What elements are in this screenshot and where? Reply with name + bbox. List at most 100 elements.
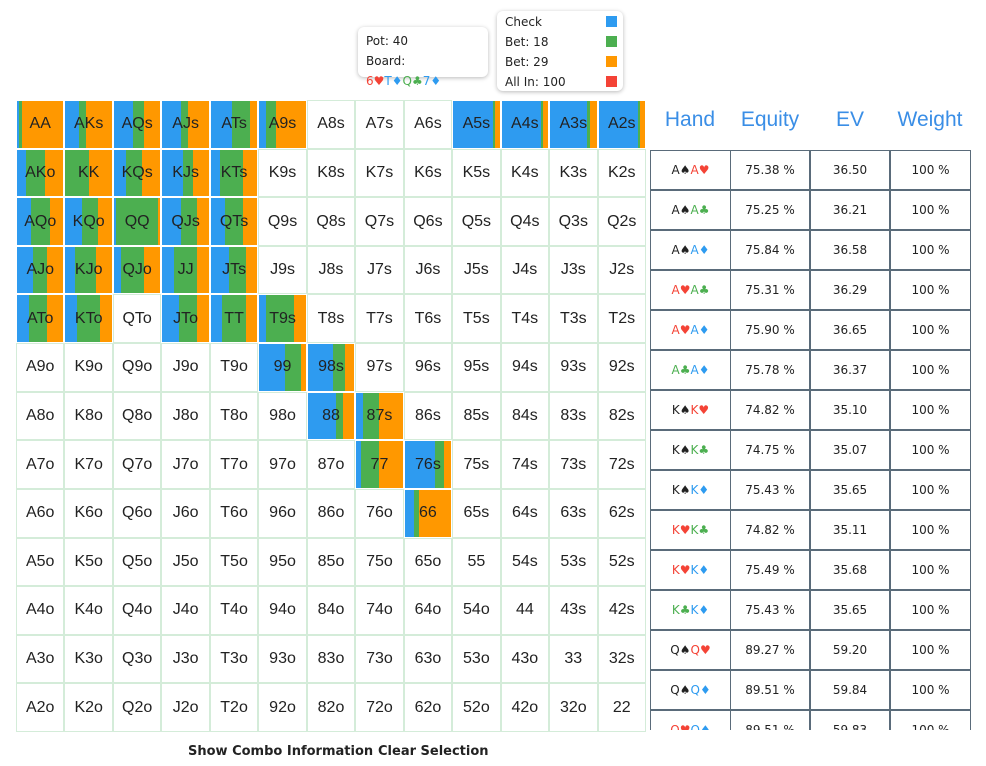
- range-cell-a4s[interactable]: A4s: [500, 100, 550, 149]
- range-cell-62o[interactable]: 62o: [403, 683, 453, 732]
- range-cell-k7s[interactable]: K7s: [355, 148, 404, 198]
- range-cell-kjs[interactable]: KJs: [161, 148, 210, 198]
- range-cell-k2s[interactable]: K2s: [597, 148, 646, 198]
- range-cell-k9o[interactable]: K9o: [64, 343, 113, 392]
- range-cell-j9s[interactable]: J9s: [258, 245, 307, 295]
- range-cell-qto[interactable]: QTo: [112, 294, 162, 344]
- range-cell-j3o[interactable]: J3o: [161, 634, 210, 684]
- range-cell-a8o[interactable]: A8o: [16, 391, 65, 441]
- range-cell-96s[interactable]: 96s: [403, 343, 453, 392]
- range-cell-j8o[interactable]: J8o: [161, 391, 210, 441]
- range-cell-jto[interactable]: JTo: [161, 294, 210, 344]
- range-cell-87o[interactable]: 87o: [306, 440, 356, 489]
- range-cell-q5s[interactable]: Q5s: [452, 197, 501, 246]
- range-cell-t8s[interactable]: T8s: [306, 294, 356, 344]
- combo-header-weight[interactable]: Weight: [897, 108, 963, 131]
- range-cell-98s[interactable]: 98s: [306, 343, 356, 392]
- range-cell-87s[interactable]: 87s: [355, 391, 404, 441]
- range-cell-85s[interactable]: 85s: [452, 391, 501, 441]
- combo-row[interactable]: A♠ A♦ 75.84 % 36.58 100 %: [650, 230, 972, 270]
- range-cell-98o[interactable]: 98o: [258, 391, 307, 441]
- combo-header-equity[interactable]: Equity: [740, 108, 800, 131]
- combo-row[interactable]: K♠ K♣ 74.75 % 35.07 100 %: [650, 430, 972, 470]
- range-cell-qjs[interactable]: QJs: [161, 197, 210, 246]
- range-cell-66[interactable]: 66: [403, 488, 453, 538]
- range-cell-j2o[interactable]: J2o: [161, 683, 210, 732]
- range-cell-65s[interactable]: 65s: [452, 488, 501, 538]
- range-cell-a5s[interactable]: A5s: [452, 100, 501, 149]
- range-cell-kjo[interactable]: KJo: [64, 245, 113, 295]
- range-cell-q9o[interactable]: Q9o: [112, 343, 162, 392]
- range-cell-kto[interactable]: KTo: [64, 294, 113, 344]
- combo-row[interactable]: A♠ A♣ 75.25 % 36.21 100 %: [650, 190, 972, 230]
- range-cell-97o[interactable]: 97o: [258, 440, 307, 489]
- combo-row[interactable]: K♥ K♦ 75.49 % 35.68 100 %: [650, 550, 972, 590]
- range-cell-52o[interactable]: 52o: [452, 683, 501, 732]
- range-cell-q8s[interactable]: Q8s: [306, 197, 356, 246]
- range-cell-99[interactable]: 99: [258, 343, 307, 392]
- range-cell-63o[interactable]: 63o: [403, 634, 453, 684]
- range-cell-74o[interactable]: 74o: [355, 586, 404, 635]
- range-cell-kts[interactable]: KTs: [209, 148, 259, 198]
- combo-row[interactable]: A♥ A♣ 75.31 % 36.29 100 %: [650, 270, 972, 310]
- range-cell-q7o[interactable]: Q7o: [112, 440, 162, 489]
- range-cell-43s[interactable]: 43s: [549, 586, 598, 635]
- range-cell-75s[interactable]: 75s: [452, 440, 501, 489]
- range-cell-93o[interactable]: 93o: [258, 634, 307, 684]
- range-cell-k2o[interactable]: K2o: [64, 683, 113, 732]
- range-cell-t4o[interactable]: T4o: [209, 586, 259, 635]
- range-cell-73s[interactable]: 73s: [549, 440, 598, 489]
- range-cell-86o[interactable]: 86o: [306, 488, 356, 538]
- range-cell-jts[interactable]: JTs: [209, 245, 259, 295]
- range-cell-84o[interactable]: 84o: [306, 586, 356, 635]
- range-cell-a2s[interactable]: A2s: [597, 100, 646, 149]
- range-cell-77[interactable]: 77: [355, 440, 404, 489]
- range-cell-ajo[interactable]: AJo: [16, 245, 65, 295]
- combo-row[interactable]: K♠ K♦ 75.43 % 35.65 100 %: [650, 470, 972, 510]
- range-cell-ajs[interactable]: AJs: [161, 100, 210, 149]
- range-cell-a2o[interactable]: A2o: [16, 683, 65, 732]
- range-cell-t9o[interactable]: T9o: [209, 343, 259, 392]
- range-cell-a6o[interactable]: A6o: [16, 488, 65, 538]
- range-cell-74s[interactable]: 74s: [500, 440, 550, 489]
- range-cell-j5o[interactable]: J5o: [161, 537, 210, 587]
- combo-header-ev[interactable]: EV: [835, 108, 864, 131]
- range-cell-95o[interactable]: 95o: [258, 537, 307, 587]
- range-cell-k5s[interactable]: K5s: [452, 148, 501, 198]
- range-cell-a8s[interactable]: A8s: [306, 100, 356, 149]
- range-cell-92o[interactable]: 92o: [258, 683, 307, 732]
- combo-row[interactable]: Q♠ Q♥ 89.27 % 59.20 100 %: [650, 630, 972, 670]
- range-cell-82o[interactable]: 82o: [306, 683, 356, 732]
- range-cell-t5o[interactable]: T5o: [209, 537, 259, 587]
- range-cell-64o[interactable]: 64o: [403, 586, 453, 635]
- range-cell-a9s[interactable]: A9s: [258, 100, 307, 149]
- range-cell-92s[interactable]: 92s: [597, 343, 646, 392]
- range-cell-a9o[interactable]: A9o: [16, 343, 65, 392]
- range-cell-a6s[interactable]: A6s: [403, 100, 453, 149]
- range-cell-q2s[interactable]: Q2s: [597, 197, 646, 246]
- range-cell-qq[interactable]: QQ: [112, 197, 162, 246]
- range-cell-62s[interactable]: 62s: [597, 488, 646, 538]
- range-cell-64s[interactable]: 64s: [500, 488, 550, 538]
- range-cell-42o[interactable]: 42o: [500, 683, 550, 732]
- range-cell-j3s[interactable]: J3s: [549, 245, 598, 295]
- range-cell-qjo[interactable]: QJo: [112, 245, 162, 295]
- show-combo-info-button[interactable]: Show Combo Information: [188, 744, 374, 759]
- range-cell-32s[interactable]: 32s: [597, 634, 646, 684]
- combo-row[interactable]: K♣ K♦ 75.43 % 35.65 100 %: [650, 590, 972, 630]
- range-cell-k6s[interactable]: K6s: [403, 148, 453, 198]
- range-cell-93s[interactable]: 93s: [549, 343, 598, 392]
- range-cell-tt[interactable]: TT: [209, 294, 259, 344]
- range-cell-t4s[interactable]: T4s: [500, 294, 550, 344]
- range-cell-j8s[interactable]: J8s: [306, 245, 356, 295]
- range-cell-t2o[interactable]: T2o: [209, 683, 259, 732]
- range-cell-t6o[interactable]: T6o: [209, 488, 259, 538]
- range-cell-q3o[interactable]: Q3o: [112, 634, 162, 684]
- range-cell-76o[interactable]: 76o: [355, 488, 404, 538]
- range-cell-q6o[interactable]: Q6o: [112, 488, 162, 538]
- range-cell-a5o[interactable]: A5o: [16, 537, 65, 587]
- range-cell-t5s[interactable]: T5s: [452, 294, 501, 344]
- combo-row[interactable]: Q♥ Q♦ 89.51 % 59.83 100 %: [650, 710, 972, 730]
- range-cell-q6s[interactable]: Q6s: [403, 197, 453, 246]
- range-cell-q4o[interactable]: Q4o: [112, 586, 162, 635]
